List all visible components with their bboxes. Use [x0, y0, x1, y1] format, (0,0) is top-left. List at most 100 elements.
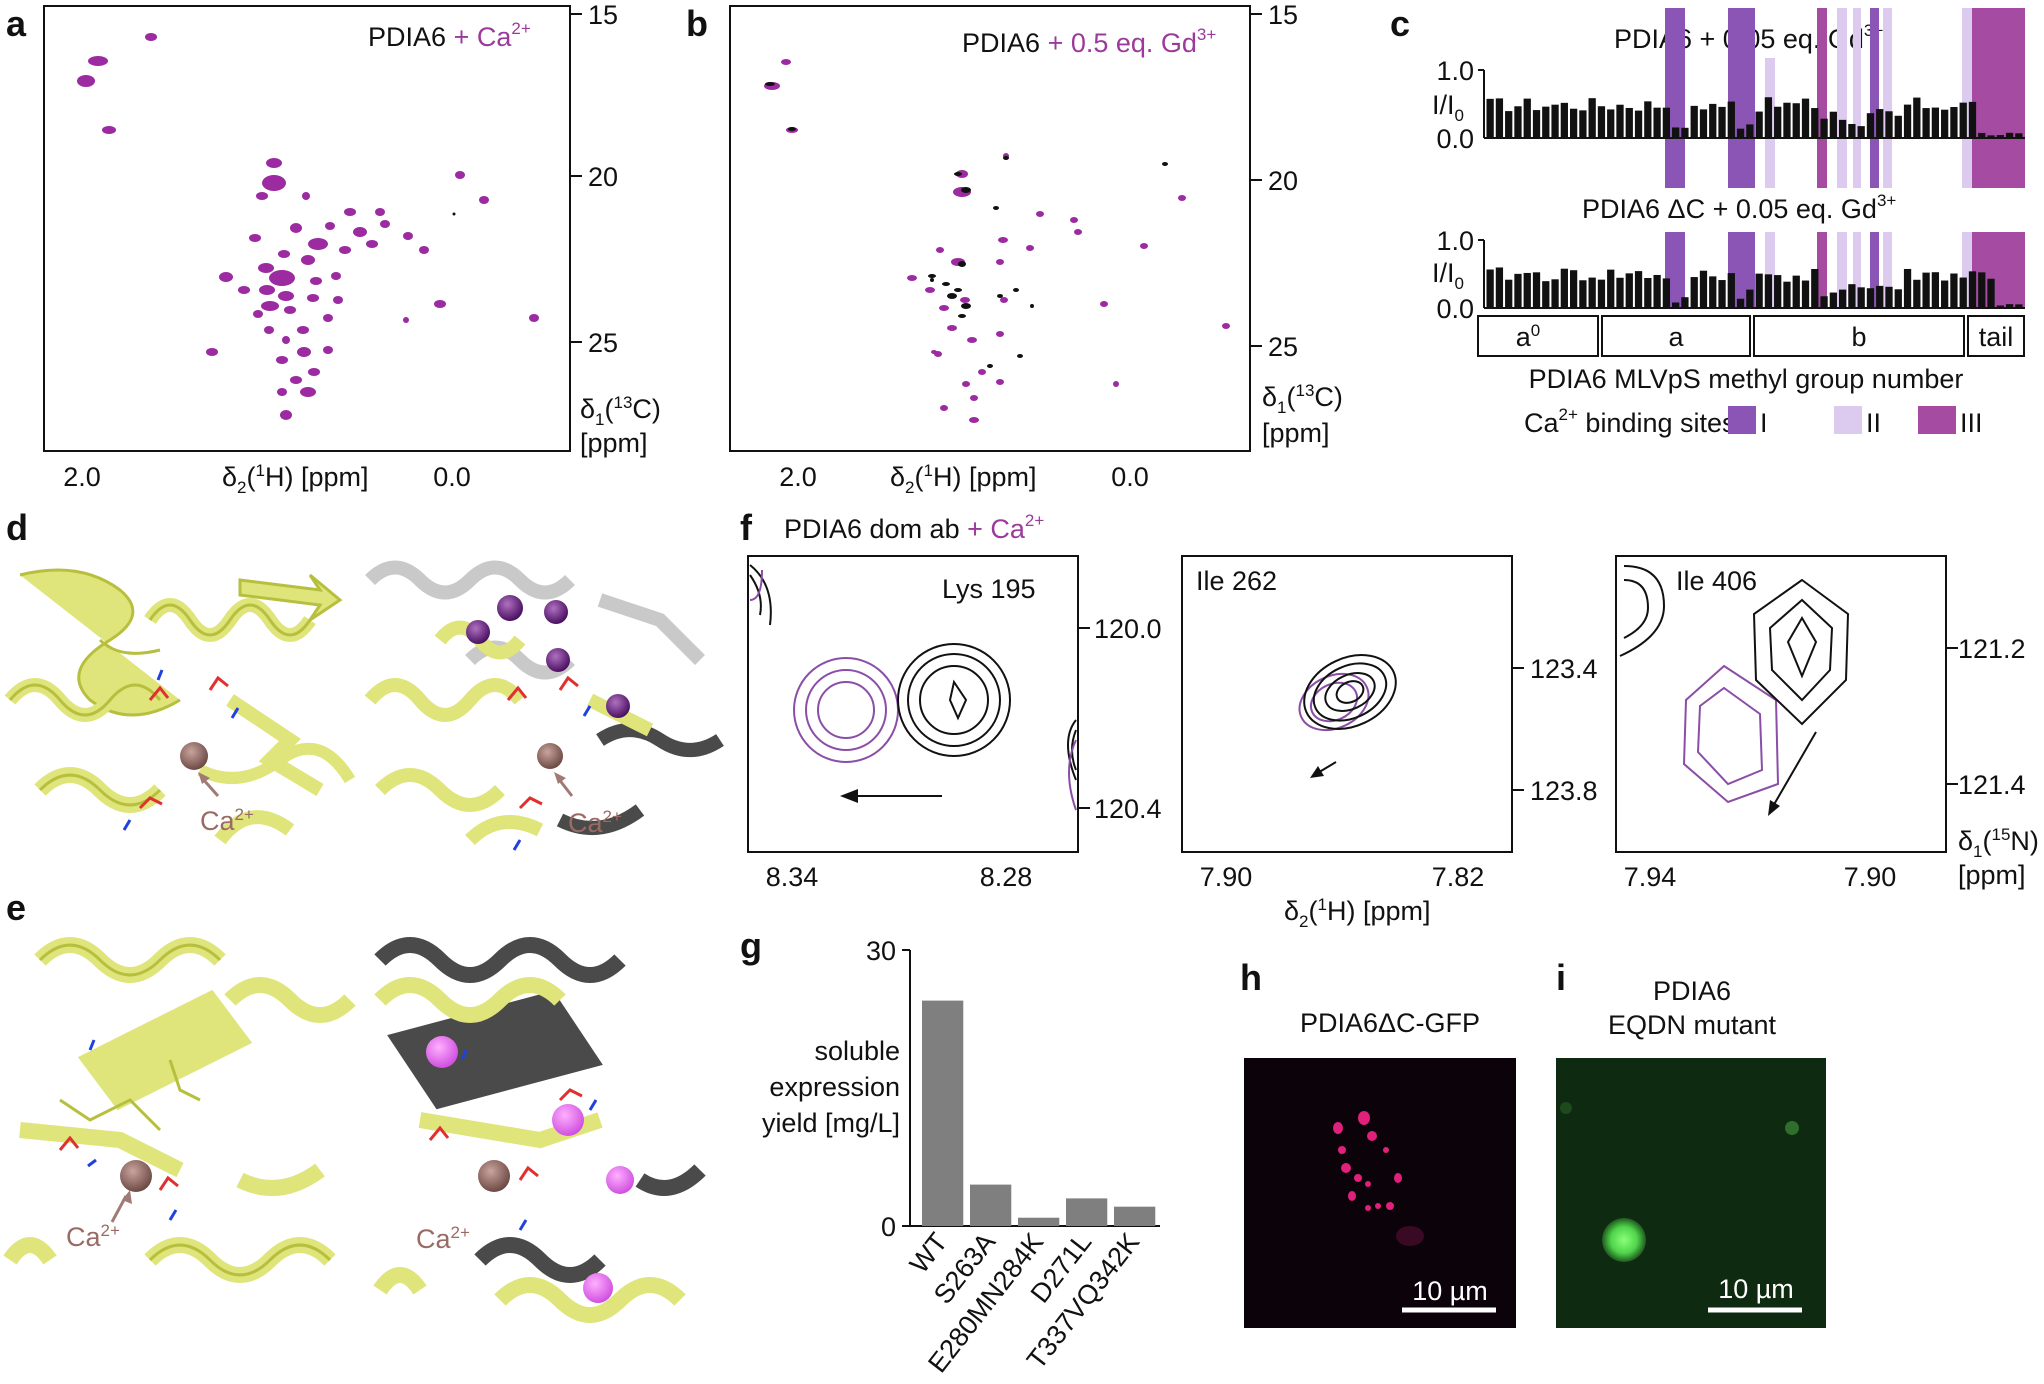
inset-ile262-ytick-1: 123.4: [1530, 654, 1598, 684]
panel-c-intensity-bar: [1560, 268, 1568, 308]
domain-a: a: [1668, 322, 1684, 352]
panel-c-intensity-bar: [1736, 298, 1745, 308]
panel-c-intensity-bar: [1950, 107, 1958, 138]
panel-c-intensity-bar: [1968, 271, 1977, 308]
panel-c-intensity-bar: [1505, 111, 1513, 138]
panel-c-intensity-bar: [1820, 296, 1828, 308]
inset-ile262-xtick-2: 7.82: [1432, 862, 1485, 892]
panel-c-intensity-bar: [1690, 277, 1698, 308]
panel-c-intensity-bar: [2015, 304, 2023, 308]
panel-c-top-bars: [1486, 97, 2023, 138]
panel-i-scale-label: 10 µm: [1718, 1274, 1794, 1304]
panel-c-intensity-bar: [1913, 279, 1921, 308]
panel-c-intensity-bar: [1644, 277, 1652, 308]
panel-h-image: [1244, 1058, 1516, 1328]
panel-b-x-axis: 2.0 0.0 δ2(1H) [ppm]: [779, 461, 1149, 497]
panel-c-intensity-bar: [1495, 267, 1504, 308]
panel-c-intensity-bar: [1579, 280, 1587, 308]
panel-c-intensity-bar: [1514, 106, 1522, 138]
panel-c-intensity-bar: [1959, 102, 1967, 138]
panel-c-intensity-bar: [1690, 105, 1698, 138]
panel-b-ylabel: δ1(13C): [1262, 381, 1343, 417]
legend-label-III: III: [1960, 408, 1983, 438]
panel-f-title: PDIA6 dom ab + Ca2+: [784, 511, 1044, 544]
panel-e-left-ca-label: Ca2+: [66, 1221, 120, 1252]
panel-c-intensity-bar: [1625, 107, 1633, 138]
panel-c-intensity-bar: [1857, 126, 1865, 138]
panel-a-ytick-20: 20: [588, 162, 618, 192]
panel-c-intensity-bar: [1597, 106, 1606, 138]
panel-f-inset-ile262: Ile 262 123.4 123.8 7.90 7.82 δ2(1H) [pp…: [1181, 555, 1598, 931]
panel-c-intensity-bar: [1634, 271, 1643, 308]
panel-c-intensity-bar: [1959, 277, 1967, 308]
panel-d-structure-left: Ca2+: [4, 556, 356, 868]
panel-c-intensity-bar: [1783, 281, 1791, 308]
panel-c-intensity-bar: [1913, 97, 1921, 138]
panel-c-intensity-bar: [1644, 101, 1652, 138]
inset-ile406-ytick-2: 121.4: [1958, 770, 2026, 800]
panel-b-xlabel: δ2(1H) [ppm]: [890, 461, 1037, 497]
panel-c-intensity-bar: [1783, 102, 1791, 138]
panel-c-intensity-bar: [2005, 304, 2014, 308]
panel-b-frame: [729, 5, 1251, 452]
panel-letter-h: h: [1240, 957, 1262, 998]
panel-f-ylabel: δ1(15N): [1958, 825, 2039, 861]
panel-i-image: [1556, 1058, 1826, 1328]
panel-i: i PDIA6 EQDN mutant 10 µm: [1556, 957, 1826, 1328]
panel-c-top-ylabel: I/I0: [1432, 90, 1464, 125]
legend-swatch-III: [1918, 406, 1956, 434]
panel-c: c PDIA6 + 0.05 eq. Gd3+ PDIA6 ΔC + 0.05 …: [1390, 3, 2025, 438]
panel-c-bottom-title: PDIA6 ΔC + 0.05 eq. Gd3+: [1582, 191, 1896, 224]
panel-c-intensity-bar: [1903, 268, 1912, 308]
panel-g-ylabel-line1: soluble: [814, 1036, 900, 1066]
panel-c-intensity-bar: [1709, 103, 1717, 138]
panel-g-ytick-label: 30: [866, 936, 896, 966]
panel-c-intensity-bar: [1941, 280, 1949, 308]
panel-a-ylabel-unit: [ppm]: [580, 428, 648, 458]
panel-letter-d: d: [6, 507, 28, 548]
panel-a-ylabel: δ1(13C): [580, 393, 661, 429]
panel-c-xlabel: PDIA6 MLVpS methyl group number: [1529, 364, 1964, 394]
panel-c-intensity-bar: [1672, 127, 1680, 138]
panel-c-intensity-bar: [1718, 106, 1726, 138]
panel-c-intensity-bar: [1838, 289, 1847, 308]
panel-i-droplet-small: [1785, 1121, 1799, 1135]
panel-c-intensity-bar: [1894, 115, 1902, 138]
panel-c-intensity-bar: [1987, 135, 1995, 138]
panel-c-intensity-bar: [1736, 128, 1745, 138]
panel-c-top-ytick-1: 1.0: [1436, 56, 1474, 86]
panel-c-bottom-bars: [1486, 267, 2023, 308]
panel-c-intensity-bar: [1755, 273, 1763, 308]
panel-letter-c: c: [1390, 3, 1410, 44]
panel-c-intensity-bar: [1532, 272, 1541, 308]
panel-b-ylabel-unit: [ppm]: [1262, 418, 1330, 448]
panel-i-title-line2: EQDN mutant: [1608, 1010, 1777, 1040]
panel-c-intensity-bar: [2015, 133, 2023, 138]
panel-c-intensity-bar: [1774, 275, 1782, 308]
panel-c-intensity-bar: [1987, 278, 1995, 308]
panel-c-intensity-bar: [1876, 285, 1884, 308]
panel-e-structure-right: Ca2+: [360, 937, 714, 1328]
panel-c-intensity-bar: [1922, 108, 1930, 138]
bar-e280mn284k: [1018, 1217, 1060, 1226]
panel-c-intensity-bar: [2005, 132, 2014, 138]
panel-c-intensity-bar: [1486, 269, 1494, 308]
panel-h-scale-label: 10 µm: [1412, 1276, 1488, 1306]
panel-c-intensity-bar: [1950, 273, 1958, 308]
bar-s263a: [970, 1184, 1012, 1226]
panel-c-intensity-bar: [1801, 98, 1810, 138]
domain-b: b: [1851, 322, 1866, 352]
panel-c-intensity-bar: [1542, 281, 1550, 308]
panel-c-intensity-bar: [1681, 297, 1689, 308]
panel-letter-f: f: [740, 507, 753, 548]
panel-c-intensity-bar: [1718, 280, 1726, 308]
panel-c-intensity-bar: [1764, 97, 1773, 138]
panel-letter-g: g: [740, 925, 762, 966]
panel-c-intensity-bar: [1588, 98, 1596, 138]
panel-c-intensity-bar: [1811, 268, 1819, 308]
panel-b-ytick-20: 20: [1268, 166, 1298, 196]
panel-c-intensity-bar: [1514, 273, 1522, 308]
panel-a-frame: [43, 5, 571, 452]
panel-c-intensity-bar: [1551, 279, 1559, 308]
panel-c-intensity-bar: [1801, 280, 1810, 308]
